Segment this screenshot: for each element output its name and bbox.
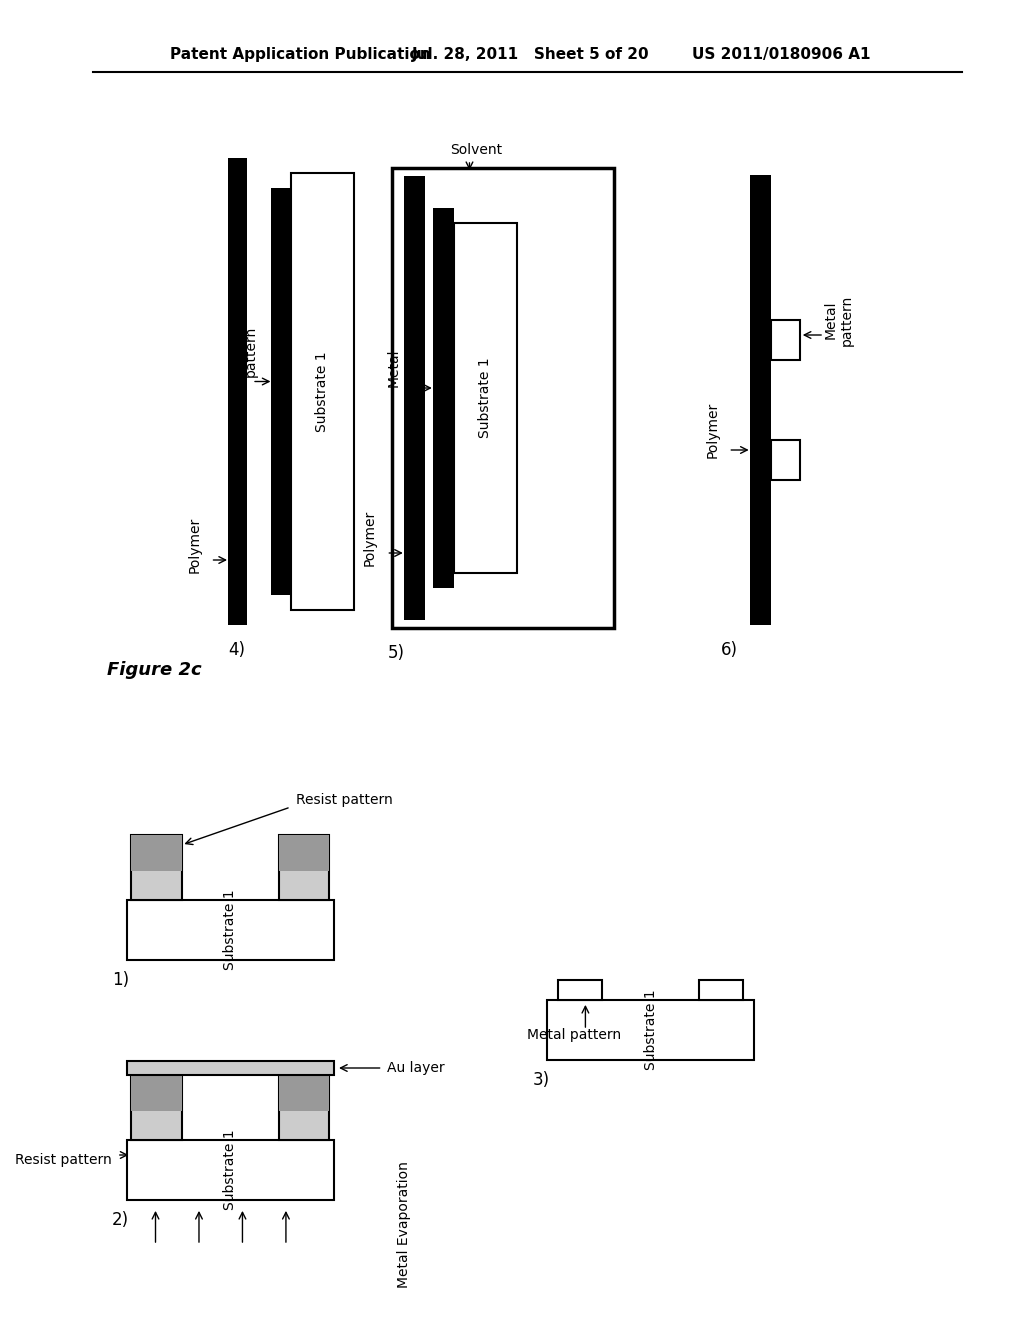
Bar xyxy=(558,979,602,1001)
Text: Substrate 1: Substrate 1 xyxy=(315,351,329,432)
Text: Substrate 1: Substrate 1 xyxy=(644,990,657,1071)
Bar xyxy=(131,836,181,871)
Text: Metal
pattern: Metal pattern xyxy=(823,294,854,346)
Text: 4): 4) xyxy=(228,642,245,659)
Bar xyxy=(271,187,291,595)
Bar xyxy=(433,209,454,587)
Text: US 2011/0180906 A1: US 2011/0180906 A1 xyxy=(691,48,870,62)
Text: 2): 2) xyxy=(112,1210,129,1229)
Text: Metal pattern: Metal pattern xyxy=(527,1028,622,1041)
Bar xyxy=(127,1061,334,1074)
Bar xyxy=(131,1074,181,1140)
Text: 6): 6) xyxy=(721,642,737,659)
Bar xyxy=(127,1140,334,1200)
Text: Substrate 1: Substrate 1 xyxy=(478,358,493,438)
Text: 5): 5) xyxy=(387,644,404,663)
Text: 1): 1) xyxy=(112,972,129,989)
Text: Polymer: Polymer xyxy=(706,401,720,458)
Text: Substrate 1: Substrate 1 xyxy=(223,890,238,970)
Bar xyxy=(454,223,517,573)
Bar xyxy=(291,173,353,610)
Bar xyxy=(771,319,800,360)
Bar xyxy=(403,176,425,620)
Bar xyxy=(547,1001,755,1060)
Bar xyxy=(280,1074,330,1140)
Text: Metal Evaporation: Metal Evaporation xyxy=(397,1162,411,1288)
Bar xyxy=(280,1074,330,1110)
Bar xyxy=(392,168,614,628)
Text: Solvent: Solvent xyxy=(451,143,503,157)
Bar xyxy=(131,836,181,900)
Text: Figure 2c: Figure 2c xyxy=(108,661,202,678)
Text: Substrate 1: Substrate 1 xyxy=(223,1130,238,1210)
Bar xyxy=(699,979,742,1001)
Text: Metal
pattern: Metal pattern xyxy=(227,326,258,378)
Text: Resist pattern: Resist pattern xyxy=(296,793,392,807)
Bar xyxy=(127,900,334,960)
Text: Jul. 28, 2011   Sheet 5 of 20: Jul. 28, 2011 Sheet 5 of 20 xyxy=(412,48,649,62)
Text: Polymer: Polymer xyxy=(187,517,201,573)
Bar xyxy=(228,158,247,624)
Bar xyxy=(280,836,330,871)
Text: 3): 3) xyxy=(532,1071,550,1089)
Text: Metal
pattern: Metal pattern xyxy=(387,342,417,393)
Text: Resist pattern: Resist pattern xyxy=(15,1152,112,1167)
Text: Polymer: Polymer xyxy=(362,510,377,566)
Bar xyxy=(131,1074,181,1110)
Bar xyxy=(750,176,771,624)
Bar xyxy=(771,440,800,480)
Text: Au layer: Au layer xyxy=(387,1061,445,1074)
Bar xyxy=(280,836,330,900)
Text: Patent Application Publication: Patent Application Publication xyxy=(170,48,431,62)
